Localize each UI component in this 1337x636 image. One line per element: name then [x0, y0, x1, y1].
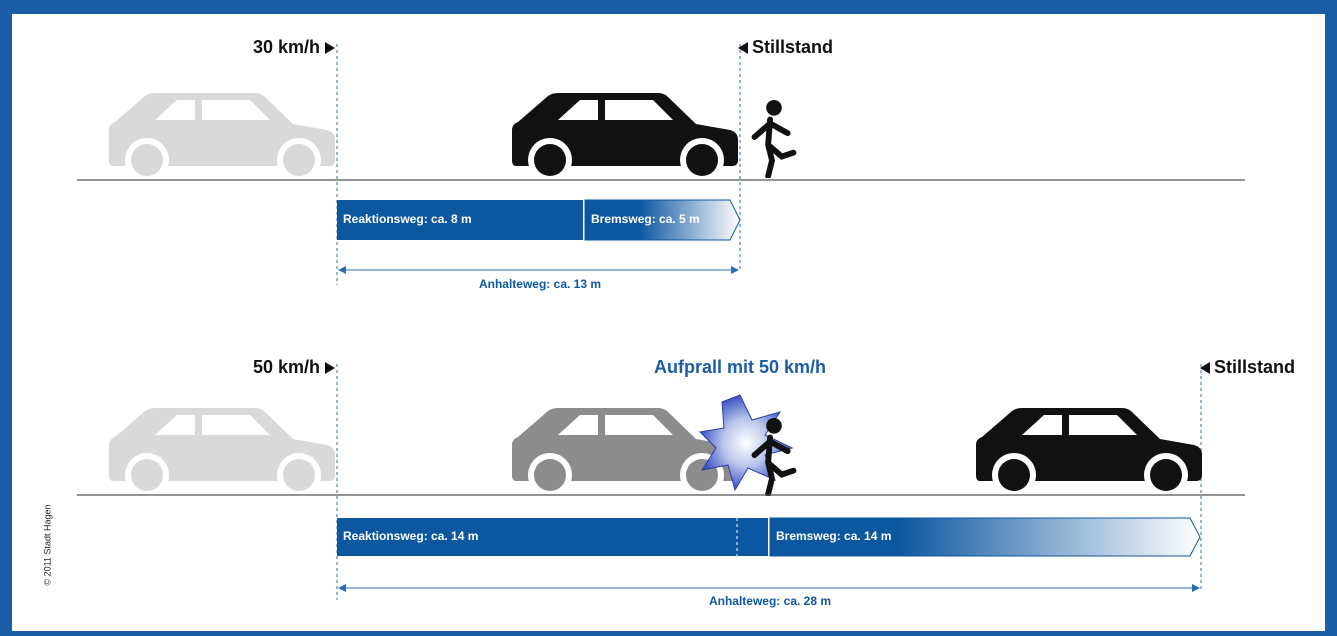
braking-label: Bremsweg: ca. 5 m	[591, 212, 700, 226]
total-label: Anhalteweg: ca. 28 m	[709, 594, 831, 608]
speed-label: 30 km/h	[253, 37, 320, 57]
reaction-label: Reaktionsweg: ca. 14 m	[343, 529, 478, 543]
stop-label: Stillstand	[1214, 357, 1295, 377]
reaction-label: Reaktionsweg: ca. 8 m	[343, 212, 472, 226]
speed-label: 50 km/h	[253, 357, 320, 377]
impact-label: Aufprall mit 50 km/h	[654, 357, 826, 377]
total-label: Anhalteweg: ca. 13 m	[479, 277, 601, 291]
copyright: © 2011 Stadt Hagen	[42, 504, 52, 585]
braking-label: Bremsweg: ca. 14 m	[776, 529, 891, 543]
stop-label: Stillstand	[752, 37, 833, 57]
infographic: 30 km/h Stillstand Reaktionsweg: ca. 8 m…	[0, 0, 1337, 636]
